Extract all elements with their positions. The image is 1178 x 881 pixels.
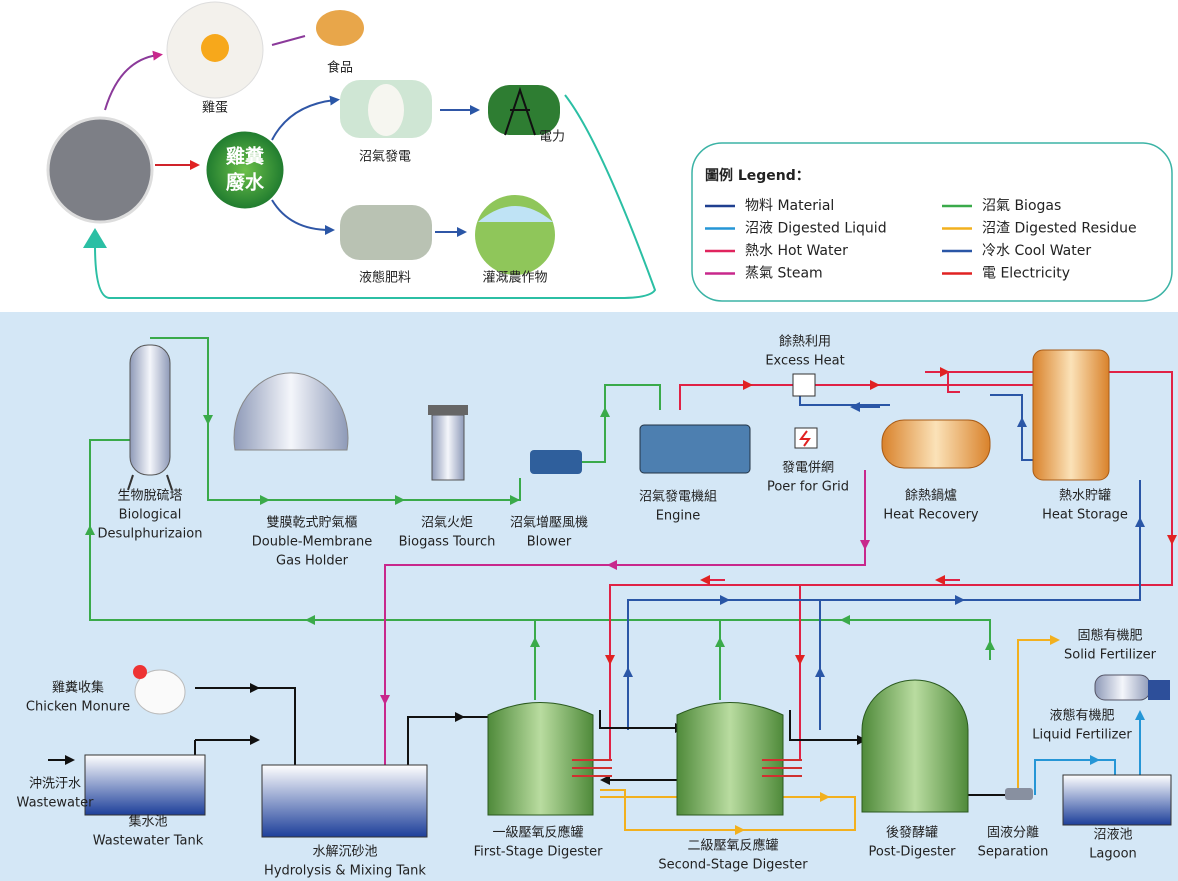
component-label: Post-Digester	[869, 845, 957, 860]
component-label: First-Stage Digester	[474, 845, 603, 860]
component-label: Engine	[656, 509, 701, 524]
component-label: Heat Recovery	[883, 508, 979, 523]
first-stage-digester	[488, 703, 593, 816]
component-label: 水解沉砂池	[312, 845, 377, 860]
top-label: 灌溉農作物	[482, 271, 547, 286]
top-label: 雞蛋	[202, 101, 228, 116]
component-label: Biological	[119, 508, 182, 523]
truck-cab	[1148, 680, 1170, 700]
component-label: 沼液池	[1093, 828, 1132, 843]
component-label: 沼氣增壓風機	[510, 516, 588, 531]
separator	[1005, 788, 1033, 800]
desulphurization-tower	[130, 345, 170, 475]
heat-storage-tank	[1033, 350, 1109, 480]
component-label: 一級壓氧反應罐	[492, 825, 583, 841]
component-label: Chicken Monure	[26, 700, 130, 715]
component-label: 液態有機肥	[1049, 708, 1114, 724]
top-label: 電力	[539, 130, 565, 145]
component-label: 二級壓氧反應罐	[687, 838, 778, 854]
engine	[640, 425, 750, 473]
component-label: Excess Heat	[765, 354, 844, 369]
center-label: 雞糞	[225, 145, 265, 168]
egg-yolk	[201, 34, 229, 62]
center-circle	[205, 130, 285, 210]
component-label: 熱水貯罐	[1059, 489, 1111, 504]
component-label: 發電併網	[782, 461, 834, 476]
center-label: 廢水	[226, 171, 265, 194]
legend-label: 電 Electricity	[982, 266, 1070, 282]
legend-label: 熱水 Hot Water	[745, 243, 848, 259]
component-label: Blower	[527, 535, 572, 550]
component-label: Hydrolysis & Mixing Tank	[264, 864, 426, 879]
component-label: 餘熱利用	[779, 334, 831, 350]
component-label: 雙膜乾式貯氣櫃	[266, 516, 357, 531]
torch-cap	[428, 405, 468, 415]
fertilizer-photo	[340, 205, 432, 260]
lagoon	[1063, 775, 1171, 825]
component-label: Desulphurizaion	[98, 527, 203, 542]
legend-label: 冷水 Cool Water	[982, 243, 1091, 259]
top-label: 食品	[327, 60, 353, 76]
component-label: 雞糞收集	[52, 680, 104, 696]
food-photo	[316, 10, 364, 46]
component-label: Poer for Grid	[767, 480, 849, 495]
excess-heat-exchanger	[793, 374, 815, 396]
top-label: 液態肥料	[359, 270, 411, 286]
top-label: 沼氣發電	[359, 150, 411, 165]
legend-label: 沼渣 Digested Residue	[982, 221, 1137, 237]
component-label: 固液分離	[987, 826, 1039, 841]
component-label: 沼氣發電機組	[639, 490, 717, 505]
legend-label: 物料 Material	[745, 198, 834, 214]
wastewater-tank	[85, 755, 205, 815]
component-label: 固態有機肥	[1077, 628, 1142, 644]
post-digester	[862, 680, 968, 812]
legend-label: 蒸氣 Steam	[745, 266, 823, 282]
component-label: 沼氣火炬	[421, 516, 473, 531]
component-label: Gas Holder	[276, 554, 349, 569]
chicken-comb	[133, 665, 147, 679]
component-label: Second-Stage Digester	[658, 858, 808, 873]
component-label: 餘熱鍋爐	[905, 488, 957, 504]
digester-photo	[368, 84, 404, 136]
component-label: Lagoon	[1089, 847, 1137, 862]
component-label: 生物脫硫塔	[117, 489, 182, 504]
legend-title: 圖例 Legend：	[705, 167, 810, 184]
component-label: Heat Storage	[1042, 508, 1128, 523]
component-label: 沖洗汙水	[29, 777, 81, 792]
legend-label: 沼液 Digested Liquid	[745, 221, 887, 237]
component-label: Separation	[978, 845, 1049, 860]
component-label: Liquid Fertilizer	[1032, 728, 1132, 743]
heat-recovery-boiler	[882, 420, 990, 468]
component-label: Wastewater Tank	[93, 834, 204, 849]
chicken-photo	[48, 118, 152, 222]
second-stage-digester	[677, 703, 783, 816]
blower	[530, 450, 582, 474]
component-label: Biogass Tourch	[399, 535, 496, 550]
diagram: 圖例 Legend： 物料 Material 沼液 Digested Liquid 熱…	[0, 0, 1178, 881]
component-label: Solid Fertilizer	[1064, 648, 1157, 663]
component-label: 後發酵罐	[886, 826, 938, 841]
biogas-torch	[432, 415, 464, 480]
mixing-tank	[262, 765, 427, 837]
component-label: Double-Membrane	[252, 535, 372, 550]
component-label: Wastewater	[17, 796, 95, 811]
tanker-truck	[1095, 675, 1150, 700]
component-label: 集水池	[128, 814, 167, 830]
legend-label: 沼氣 Biogas	[982, 198, 1061, 214]
